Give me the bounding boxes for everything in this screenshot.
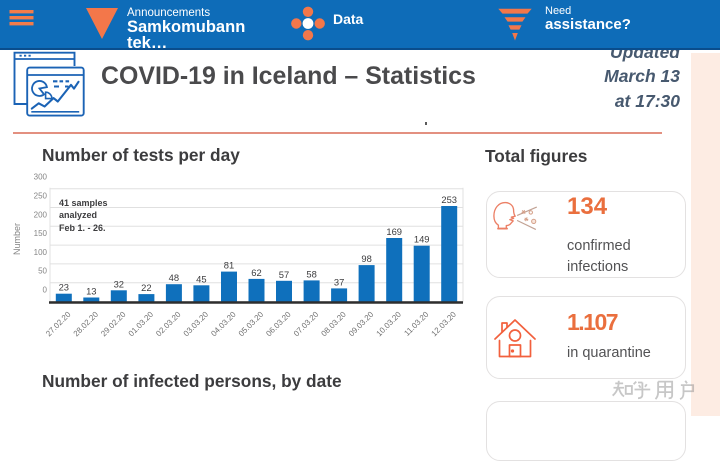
svg-text:01.03.20: 01.03.20 <box>127 309 156 338</box>
svg-text:48: 48 <box>169 272 179 283</box>
svg-text:07.03.20: 07.03.20 <box>292 309 321 338</box>
svg-text:27.02.20: 27.02.20 <box>44 309 73 338</box>
svg-text:09.03.20: 09.03.20 <box>347 309 376 338</box>
svg-text:12.03.20: 12.03.20 <box>430 309 459 338</box>
svg-text:37: 37 <box>334 276 344 287</box>
svg-text:05.03.20: 05.03.20 <box>237 309 266 338</box>
svg-text:10.03.20: 10.03.20 <box>375 309 404 338</box>
svg-text:32: 32 <box>114 278 124 289</box>
svg-text:250: 250 <box>34 192 48 201</box>
svg-text:50: 50 <box>38 267 47 276</box>
svg-text:29.02.20: 29.02.20 <box>99 309 128 338</box>
svg-text:03.03.20: 03.03.20 <box>182 309 211 338</box>
svg-text:Number: Number <box>12 223 22 255</box>
svg-text:02.03.20: 02.03.20 <box>154 309 183 338</box>
svg-text:23: 23 <box>59 282 69 293</box>
svg-text:11.03.20: 11.03.20 <box>402 309 430 337</box>
svg-text:300: 300 <box>34 173 48 182</box>
svg-text:28.02.20: 28.02.20 <box>72 309 101 338</box>
svg-text:04.03.20: 04.03.20 <box>209 309 238 338</box>
svg-text:45: 45 <box>196 273 206 284</box>
svg-text:169: 169 <box>386 226 402 237</box>
svg-text:200: 200 <box>34 210 48 219</box>
svg-text:98: 98 <box>361 253 371 264</box>
svg-text:81: 81 <box>224 260 234 271</box>
svg-text:58: 58 <box>306 268 316 279</box>
svg-text:57: 57 <box>279 269 289 280</box>
svg-text:13: 13 <box>86 286 96 297</box>
svg-text:06.03.20: 06.03.20 <box>264 309 293 338</box>
svg-text:100: 100 <box>34 248 48 257</box>
svg-text:149: 149 <box>414 234 430 245</box>
svg-text:0: 0 <box>43 286 48 295</box>
svg-text:22: 22 <box>141 282 151 293</box>
svg-text:62: 62 <box>251 267 261 278</box>
svg-text:150: 150 <box>34 229 48 238</box>
svg-text:253: 253 <box>441 194 457 205</box>
svg-text:08.03.20: 08.03.20 <box>319 309 348 338</box>
